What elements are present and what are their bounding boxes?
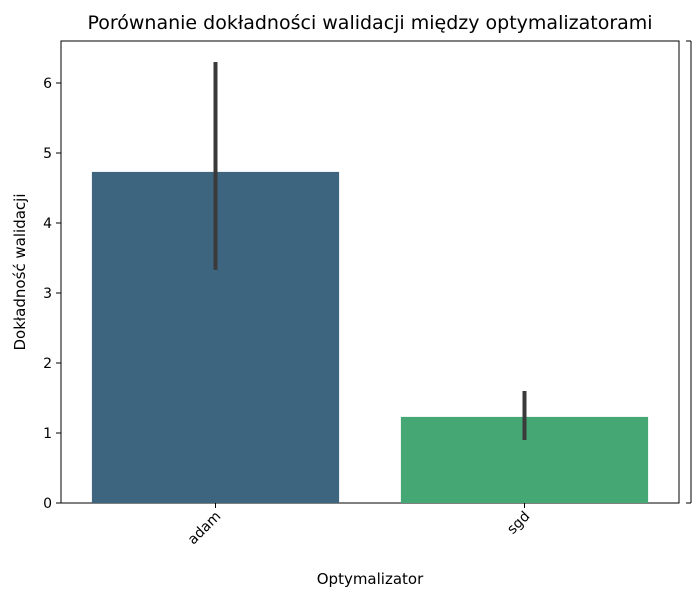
y-axis-ticks: 0 1 2 3 4 5 6 <box>43 76 61 512</box>
chart-title: Porównanie dokładności walidacji między … <box>87 12 652 34</box>
plot-frame <box>60 40 680 504</box>
y-tick-label: 3 <box>43 286 52 302</box>
x-axis-ticks: adam sgd <box>185 503 533 548</box>
x-tick-label-adam: adam <box>185 509 224 548</box>
bars <box>91 171 649 503</box>
y-axis-title: Dokładność walidacji <box>11 194 29 351</box>
plot-area: 0 1 2 3 4 5 6 adam sgd <box>43 40 680 548</box>
y-tick-label: 1 <box>43 426 52 442</box>
y-tick-label: 2 <box>43 356 52 372</box>
error-bars <box>213 62 527 440</box>
y-tick-label: 6 <box>43 76 52 92</box>
y-tick-label: 4 <box>43 216 52 232</box>
x-axis-title: Optymalizator <box>317 570 424 588</box>
x-tick-label-sgd: sgd <box>504 509 533 538</box>
y-tick-label: 5 <box>43 146 52 162</box>
y-tick-label: 0 <box>43 496 52 512</box>
